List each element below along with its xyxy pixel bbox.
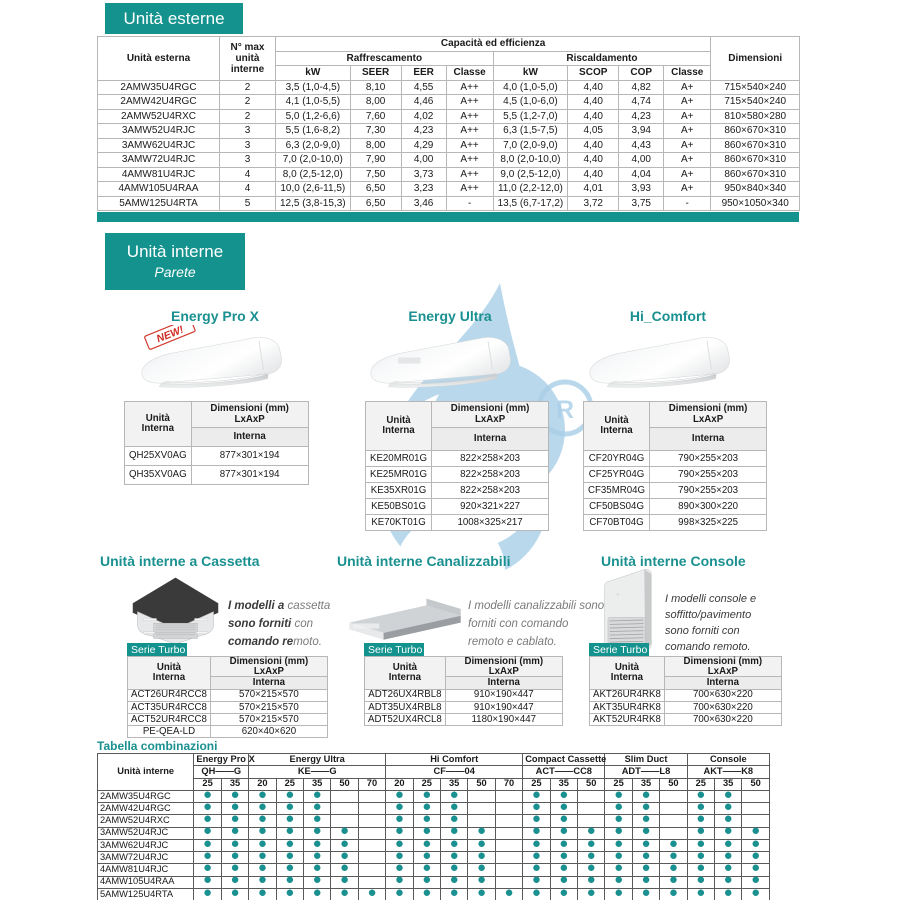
svg-text:NEW!: NEW! bbox=[155, 325, 186, 345]
svg-text:R: R bbox=[556, 396, 574, 424]
